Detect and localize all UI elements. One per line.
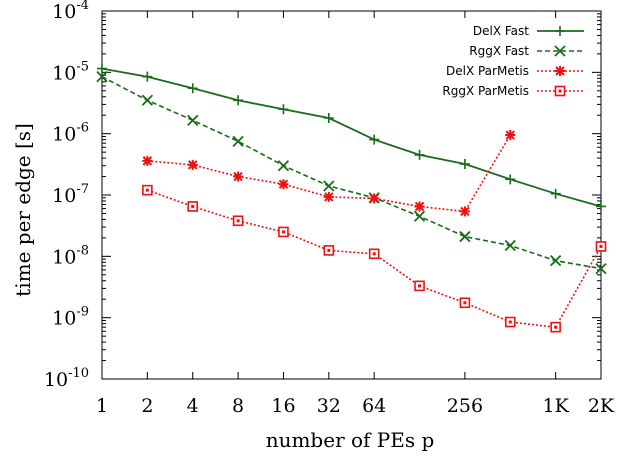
data-point	[555, 66, 565, 76]
data-point-center	[191, 204, 195, 208]
legend-entry: DelX Fast	[473, 24, 584, 38]
data-point	[278, 104, 289, 115]
data-point	[97, 63, 107, 74]
y-tick-label: 10-6	[52, 121, 89, 146]
y-tick-label: 10-7	[52, 182, 89, 207]
y-tick-label: 10-9	[52, 305, 89, 330]
data-point	[414, 149, 425, 160]
data-point-center	[236, 219, 240, 223]
data-point	[505, 174, 516, 185]
series-2	[96, 71, 607, 275]
y-tick-label: 10-4	[52, 0, 89, 23]
data-point-center	[145, 188, 149, 192]
data-point	[96, 71, 108, 83]
x-tick-label: 2	[141, 395, 153, 417]
data-point	[278, 179, 289, 190]
data-point	[323, 180, 335, 192]
data-point-center	[554, 325, 558, 329]
data-point	[504, 239, 516, 252]
data-point	[505, 130, 516, 141]
x-tick-label: 1K	[542, 395, 569, 417]
legend-entry: RggX Fast	[469, 44, 584, 58]
data-point	[595, 263, 607, 275]
x-tick-label: 4	[187, 395, 199, 417]
data-point	[277, 160, 290, 172]
y-tick-label: 10-5	[52, 59, 89, 84]
data-point	[142, 71, 153, 82]
data-point-center	[327, 248, 331, 252]
y-tick-label: 10-8	[52, 243, 89, 268]
x-tick-label: 64	[362, 395, 386, 417]
series-line	[101, 75, 602, 270]
legend-entry: RggX ParMetis	[442, 84, 584, 98]
data-point	[414, 201, 425, 212]
data-point	[232, 135, 244, 147]
data-point	[369, 193, 380, 204]
legend-label: RggX Fast	[469, 44, 529, 58]
data-point-center	[372, 252, 376, 256]
data-point	[459, 159, 470, 170]
data-point	[187, 159, 198, 170]
axes: 1 2 4 8 16 32 64 256 1K 2K 10-10 10-9 10-8 10-7 10-6 10…	[44, 0, 615, 417]
series-4	[142, 184, 607, 333]
data-point	[459, 230, 471, 243]
legend-label: DelX ParMetis	[446, 64, 529, 78]
data-point	[369, 134, 380, 145]
data-point	[549, 255, 562, 267]
data-point	[459, 206, 470, 217]
data-point	[550, 188, 561, 199]
data-point	[233, 95, 244, 106]
data-point-center	[508, 320, 512, 324]
legend-entry: DelX ParMetis	[446, 64, 584, 78]
legend-label: DelX Fast	[473, 24, 529, 38]
data-point	[554, 45, 566, 57]
data-point	[555, 26, 565, 36]
data-point	[141, 94, 154, 106]
x-tick-label: 256	[447, 395, 483, 417]
legend-label: RggX ParMetis	[442, 84, 529, 98]
data-point	[596, 201, 606, 212]
x-tick-label: 16	[271, 395, 295, 417]
x-tick-label: 8	[232, 395, 244, 417]
data-point-center	[463, 301, 467, 305]
x-tick-label: 1	[96, 395, 108, 417]
series-1	[97, 63, 606, 212]
data-point-center	[418, 284, 422, 288]
series-lines	[96, 63, 607, 333]
series-3	[142, 130, 516, 217]
x-tick-label: 32	[317, 395, 341, 417]
y-tick-label: 10-10	[44, 366, 89, 391]
data-point	[413, 210, 426, 222]
data-point-center	[281, 230, 285, 234]
legend: DelX Fast RggX Fast DelX ParMetis RggX ParM…	[442, 24, 584, 98]
data-point	[187, 83, 198, 94]
x-tick-label: 2K	[588, 395, 615, 417]
y-axis-title: time per edge [s]	[11, 123, 35, 297]
x-axis-title: number of PEs p	[266, 428, 435, 452]
data-point	[323, 113, 334, 124]
data-point-center	[558, 89, 562, 93]
data-point-center	[599, 244, 603, 248]
data-point	[142, 155, 153, 166]
data-point	[323, 191, 334, 202]
data-point	[187, 114, 199, 126]
series-line	[101, 67, 602, 208]
data-point	[233, 171, 244, 182]
